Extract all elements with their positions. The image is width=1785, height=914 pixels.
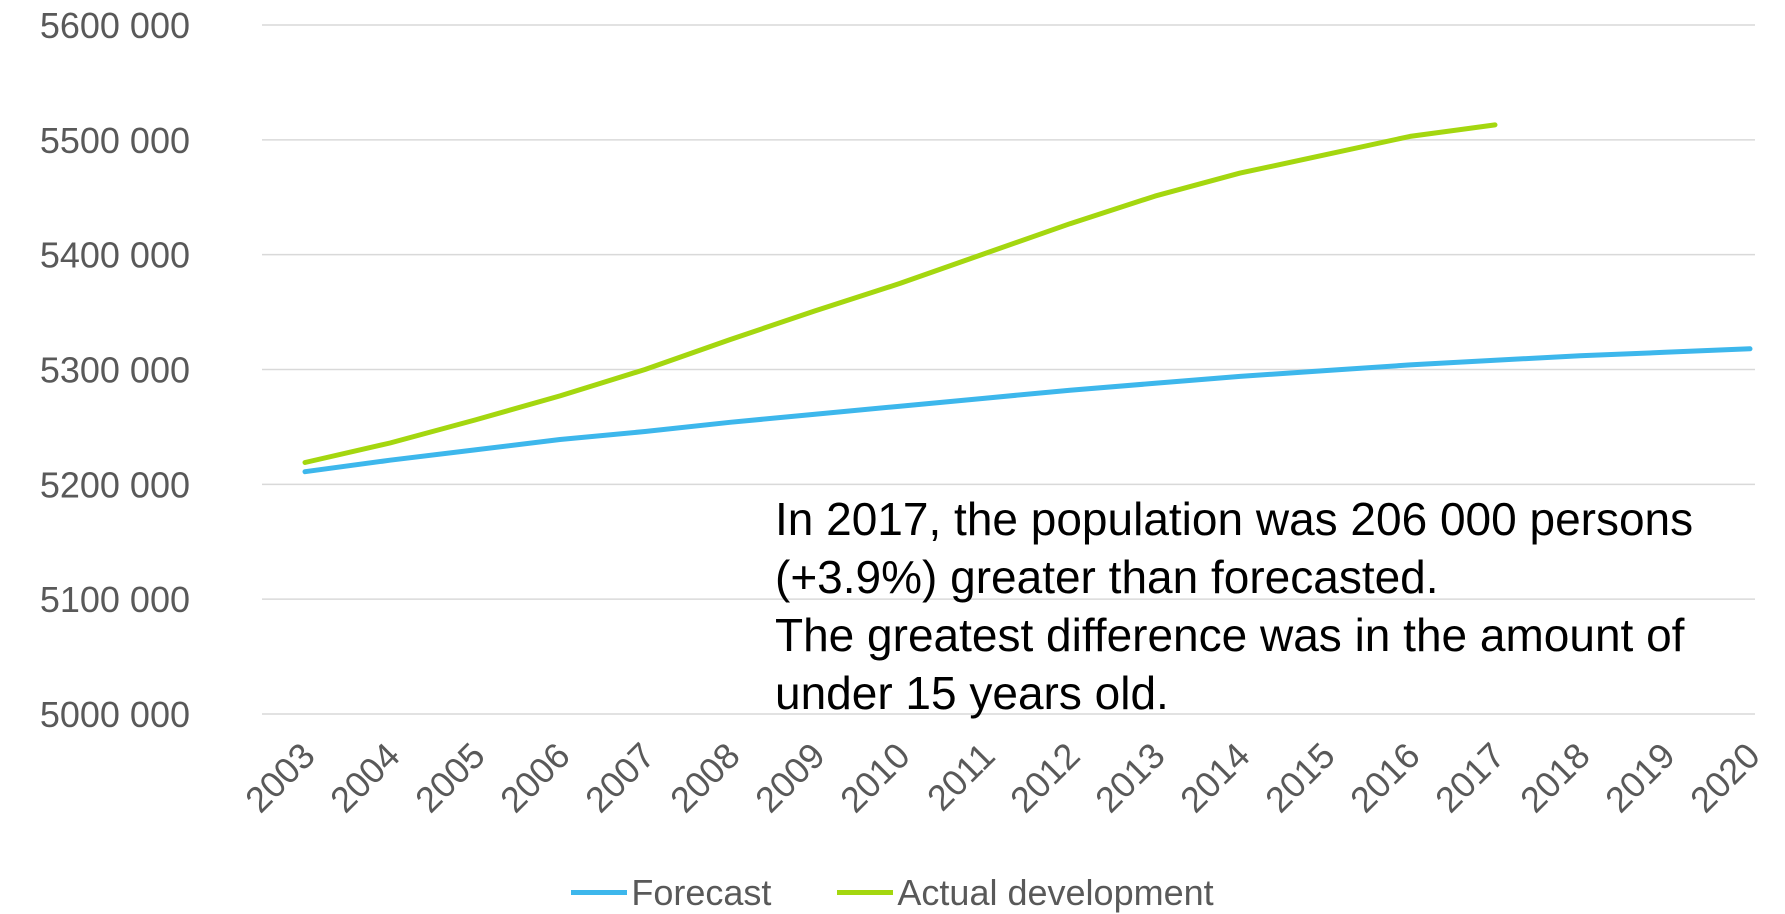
y-tick-label: 5100 000 [40,579,190,620]
legend-swatch-actual-development [837,890,894,895]
x-tick-label: 2018 [1512,735,1598,821]
x-tick-label: 2006 [492,735,578,821]
x-tick-label: 2015 [1257,735,1343,821]
annotation-line: The greatest difference was in the amoun… [775,609,1685,661]
x-tick-label: 2005 [407,735,493,821]
y-tick-label: 5400 000 [40,235,190,276]
x-tick-label: 2007 [577,735,663,821]
x-tick-label: 2003 [237,735,323,821]
x-tick-label: 2020 [1682,735,1768,821]
x-tick-label: 2004 [322,735,408,821]
gridlines [262,24,1755,715]
y-tick-label: 5600 000 [40,5,190,46]
x-tick-label: 2019 [1597,735,1683,821]
annotation-line: In 2017, the population was 206 000 pers… [775,493,1694,545]
annotation-line: under 15 years old. [775,667,1169,719]
x-tick-label: 2016 [1342,735,1428,821]
annotation-text: In 2017, the population was 206 000 pers… [775,490,1765,722]
series-line-actual-development [302,122,1498,465]
annotation-line: (+3.9%) greater than forecasted. [775,551,1439,603]
series-lines [302,122,1753,475]
y-tick-label: 5500 000 [40,120,190,161]
x-tick-label: 2017 [1427,735,1513,821]
y-tick-label: 5000 000 [40,694,190,735]
legend-swatch-forecast [571,890,628,895]
y-axis-ticks: 5000 000 5100 000 5200 000 5300 000 5400 000… [40,5,190,735]
x-tick-label: 2012 [1002,735,1088,821]
legend: Forecast Actual development [0,862,1785,914]
x-tick-label: 2013 [1087,735,1173,821]
legend-item-actual-development[interactable]: Actual development [837,871,1214,914]
series-line-forecast [302,346,1753,475]
x-tick-label: 2008 [662,735,748,821]
y-tick-label: 5300 000 [40,350,190,391]
x-tick-label: 2011 [919,735,1003,819]
x-axis-ticks: 2003 2004 2005 2006 2007 2008 2009 2010 2011 2012… [237,735,1768,821]
legend-item-forecast[interactable]: Forecast [571,872,771,914]
y-tick-label: 5200 000 [40,464,190,505]
x-tick-label: 2009 [747,735,833,821]
legend-label-forecast: Forecast [631,871,772,913]
legend-label-actual-development: Actual development [897,871,1214,913]
x-tick-label: 2010 [832,735,918,821]
x-tick-label: 2014 [1172,735,1258,821]
